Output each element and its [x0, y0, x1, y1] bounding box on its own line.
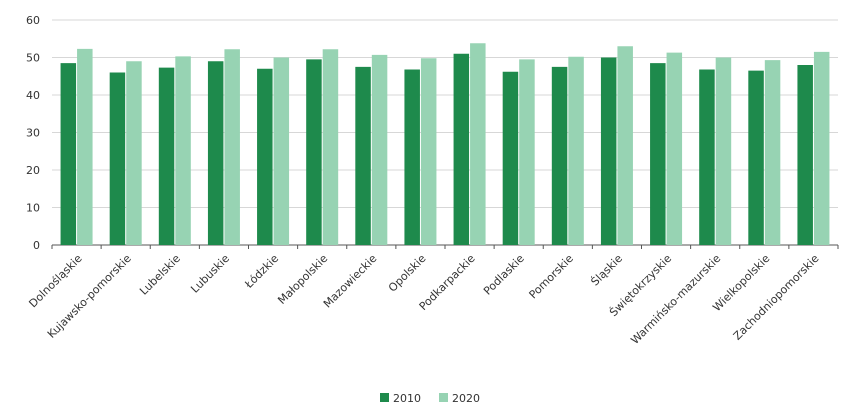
bar-2020-3 [224, 49, 240, 245]
bar-2020-1 [126, 61, 142, 245]
bar-2020-15 [813, 51, 830, 245]
x-category-label: Pomorskie [527, 252, 577, 302]
legend-item-2020: 2020 [439, 392, 480, 405]
x-category-label: Łódzkie [242, 252, 282, 292]
bar-2020-8 [470, 43, 486, 245]
x-category-label: Podlaskie [481, 252, 527, 298]
bar-2010-0 [60, 63, 77, 245]
bar-2020-11 [617, 46, 633, 245]
legend-label-2010: 2010 [393, 392, 421, 405]
bar-2010-11 [600, 57, 617, 245]
bar-2010-10 [551, 66, 568, 245]
bar-2020-2 [175, 56, 191, 245]
bar-2020-5 [322, 49, 339, 245]
x-category-label: Opolskie [386, 252, 429, 295]
y-tick-label: 60 [26, 14, 40, 27]
legend-item-2010: 2010 [380, 392, 421, 405]
bar-2020-7 [420, 58, 437, 245]
y-tick-label: 50 [26, 52, 40, 65]
bar-2020-6 [371, 54, 388, 245]
bar-2020-0 [77, 48, 93, 245]
legend-label-2020: 2020 [452, 392, 480, 405]
y-tick-label: 40 [26, 89, 40, 102]
bar-2020-13 [715, 57, 732, 245]
bar-2010-8 [453, 53, 470, 245]
bar-2010-6 [355, 66, 371, 245]
y-tick-label: 0 [33, 239, 40, 252]
bar-2010-9 [502, 71, 519, 245]
x-category-label: Śląskie [588, 252, 625, 289]
bar-2020-4 [273, 57, 290, 245]
bar-2010-15 [797, 65, 813, 245]
bar-2020-9 [519, 59, 535, 245]
bar-2020-10 [568, 56, 584, 245]
x-category-label: Zachodniopomorskie [731, 252, 822, 343]
bar-2010-3 [207, 61, 224, 245]
x-category-label: Kujawsko-pomorskie [45, 252, 134, 341]
x-category-label: Warmińsko-mazurskie [628, 252, 723, 347]
y-tick-label: 30 [26, 127, 40, 140]
bar-2010-5 [306, 59, 322, 245]
x-category-label: Lubuskie [188, 252, 232, 296]
y-tick-label: 10 [26, 202, 40, 215]
bar-2020-14 [764, 60, 781, 245]
legend-swatch-2010 [380, 393, 389, 402]
legend-swatch-2020 [439, 393, 448, 402]
bar-2010-14 [748, 70, 764, 245]
bar-2010-13 [699, 69, 715, 245]
bar-2020-12 [666, 52, 683, 245]
bar-2010-12 [650, 63, 666, 245]
bar-2010-2 [158, 67, 175, 245]
bar-2010-7 [404, 69, 420, 245]
bar-2010-1 [109, 72, 126, 245]
x-category-label: Lubelskie [137, 252, 183, 298]
bar-2010-4 [257, 68, 273, 245]
y-tick-label: 20 [26, 164, 40, 177]
